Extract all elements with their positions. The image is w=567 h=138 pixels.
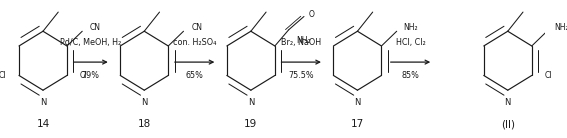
- Text: NH₂: NH₂: [297, 36, 311, 45]
- Text: 75.5%: 75.5%: [289, 71, 314, 80]
- Text: 65%: 65%: [186, 71, 204, 80]
- Text: 14: 14: [36, 119, 50, 129]
- Text: con. H₂SO₄: con. H₂SO₄: [173, 38, 217, 47]
- Text: NH₂: NH₂: [554, 23, 567, 32]
- Text: N: N: [141, 98, 147, 108]
- Text: Cl: Cl: [544, 71, 552, 80]
- Text: O: O: [309, 10, 315, 19]
- Text: (II): (II): [501, 119, 515, 129]
- Text: 79%: 79%: [82, 71, 100, 80]
- Text: Br₂, NaOH: Br₂, NaOH: [281, 38, 321, 47]
- Text: 18: 18: [138, 119, 151, 129]
- Text: CN: CN: [191, 23, 202, 32]
- Text: 19: 19: [244, 119, 257, 129]
- Text: NH₂: NH₂: [404, 23, 418, 32]
- Text: 17: 17: [351, 119, 364, 129]
- Text: Cl: Cl: [0, 71, 7, 80]
- Text: Pd/C, MeOH, H₂: Pd/C, MeOH, H₂: [60, 38, 121, 47]
- Text: CN: CN: [90, 23, 101, 32]
- Text: HCl, Cl₂: HCl, Cl₂: [396, 38, 425, 47]
- Text: Cl: Cl: [79, 71, 87, 80]
- Text: N: N: [248, 98, 254, 108]
- Text: 85%: 85%: [401, 71, 420, 80]
- Text: N: N: [40, 98, 46, 108]
- Text: N: N: [354, 98, 361, 108]
- Text: N: N: [505, 98, 511, 108]
